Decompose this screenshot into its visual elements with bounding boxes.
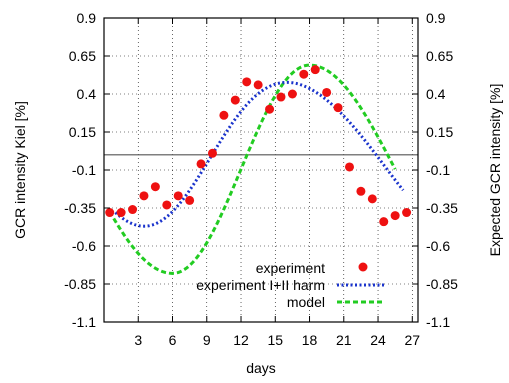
legend: experiment experiment I+II harm model <box>196 260 385 310</box>
y-tick-label-right: -0.35 <box>426 200 458 216</box>
y-tick-label-right: 0.15 <box>426 124 453 140</box>
legend-label-harmonic: experiment I+II harm <box>196 277 325 293</box>
data-point <box>196 159 206 169</box>
data-point <box>287 89 297 99</box>
data-point <box>322 87 332 97</box>
data-point <box>265 104 275 114</box>
data-point <box>390 211 400 221</box>
data-points-layer <box>105 65 412 227</box>
harmonic-curve <box>114 80 405 228</box>
legend-label-model: model <box>287 294 325 310</box>
y-tick-label-left: -0.85 <box>64 276 96 292</box>
y-tick-label-right: 0.9 <box>426 10 446 26</box>
y-tick-label-left: -0.6 <box>72 238 96 254</box>
data-point <box>310 65 320 75</box>
y-tick-label-left: -1.1 <box>72 314 96 330</box>
x-tick-label: 15 <box>267 332 283 348</box>
data-point <box>276 92 286 102</box>
x-tick-label: 9 <box>203 332 211 348</box>
y-tick-label-left: 0.9 <box>77 10 97 26</box>
legend-marker-experiment <box>358 262 368 272</box>
y-tick-label-left: 0.4 <box>77 86 97 102</box>
y-axis-title-left: GCR intensity Kiel [%] <box>12 101 28 239</box>
data-point <box>105 208 115 218</box>
y-tick-label-right: -1.1 <box>426 314 450 330</box>
legend-label-experiment: experiment <box>256 260 325 276</box>
y-tick-label-right: 0.65 <box>426 48 453 64</box>
model-curve <box>108 63 397 275</box>
model-curve-layer <box>108 63 397 275</box>
data-point <box>253 80 263 90</box>
data-point <box>299 69 309 79</box>
data-point <box>333 103 343 113</box>
data-point <box>116 208 126 218</box>
y-tick-label-right: -0.85 <box>426 276 458 292</box>
data-point <box>379 217 389 227</box>
x-tick-label: 21 <box>336 332 352 348</box>
data-point <box>207 148 217 158</box>
y-tick-label-left: 0.65 <box>69 48 96 64</box>
y-tick-label-left: 0.15 <box>69 124 96 140</box>
x-tick-label: 12 <box>233 332 249 348</box>
data-point <box>128 205 138 215</box>
data-point <box>367 194 377 204</box>
y-tick-label-left: -0.1 <box>72 162 96 178</box>
x-tick-label: 3 <box>134 332 142 348</box>
x-axis-title: days <box>246 360 276 376</box>
data-point <box>242 77 252 87</box>
y-tick-label-right: -0.1 <box>426 162 450 178</box>
x-tick-label: 18 <box>302 332 318 348</box>
harmonic-curve-layer <box>114 80 405 228</box>
y-axis-title-right: Expected GCR intensity [%] <box>487 84 503 257</box>
y-tick-label-right: 0.4 <box>426 86 446 102</box>
y-tick-label-left: -0.35 <box>64 200 96 216</box>
axis-ticks <box>104 17 418 323</box>
data-point <box>344 162 354 172</box>
data-point <box>219 110 229 120</box>
tick-labels: 3 6 9 12 15 18 21 24 27 0.9 0.9 0.65 0.65 0.4 0.4 0.15 0… <box>64 10 458 348</box>
y-tick-label-right: -0.6 <box>426 238 450 254</box>
data-point <box>356 186 366 196</box>
x-tick-label: 24 <box>370 332 386 348</box>
data-point <box>402 208 412 218</box>
data-point <box>230 95 240 105</box>
data-point <box>150 182 160 192</box>
data-point <box>173 191 183 201</box>
data-point <box>185 195 195 205</box>
data-point <box>139 191 149 201</box>
x-tick-label: 6 <box>169 332 177 348</box>
x-tick-label: 27 <box>405 332 421 348</box>
data-point <box>162 200 172 210</box>
